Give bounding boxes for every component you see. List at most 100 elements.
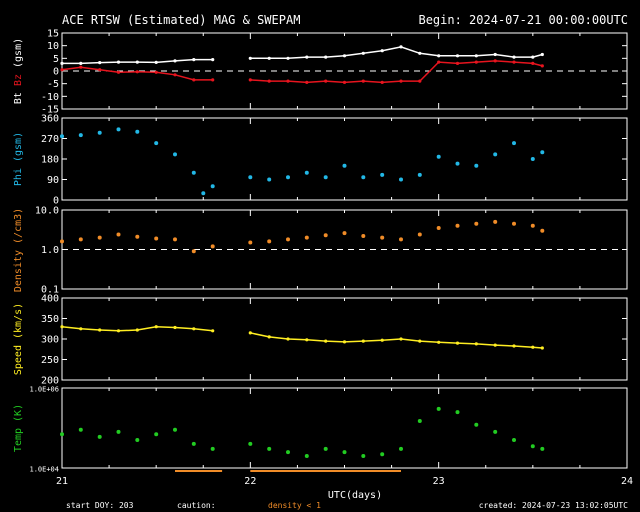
density-series-density-point <box>342 231 347 236</box>
phi-ytick-label: 180 <box>41 155 59 166</box>
phi-series-phi <box>60 127 545 196</box>
temp-series-temp-point <box>342 450 347 455</box>
mag-series-bt-point <box>154 60 158 64</box>
speed-series-speed-point <box>455 341 460 345</box>
temp-series-temp-point <box>286 450 290 455</box>
speed-series-speed-point <box>305 338 309 342</box>
xtick-label: 23 <box>433 476 445 487</box>
speed-series-speed-point <box>474 342 478 346</box>
mag-series-bt-point <box>540 52 544 57</box>
mag-series-bz-point <box>116 70 121 74</box>
temp-series-temp-point <box>361 454 366 458</box>
speed-series-speed-point <box>192 327 196 331</box>
density-series-density-point <box>474 221 479 226</box>
density-series-density-point <box>78 237 83 242</box>
mag-series-bz-point <box>60 68 64 72</box>
density-caution-note: density < 1 <box>268 501 321 510</box>
density-ytick-label: 10.0 <box>35 206 59 217</box>
speed-series-speed-point <box>173 325 177 330</box>
temp-series-temp-point <box>154 432 159 437</box>
phi-series-phi-point <box>512 141 516 146</box>
mag-series-bt-point <box>79 61 83 65</box>
speed-series-speed-point <box>116 329 121 333</box>
temp-series-temp-point <box>474 422 479 427</box>
mag-series-bz-point <box>267 79 271 83</box>
density-series-density-point <box>417 232 422 237</box>
mag-series-bt-point <box>324 55 328 59</box>
mag-series-bt-point <box>342 54 347 58</box>
speed-series-speed-point <box>60 325 64 329</box>
mag-series-bt-point <box>116 60 121 64</box>
phi-series-phi-point <box>323 175 328 180</box>
density-series-density-point <box>530 223 535 228</box>
mag-series-bz-point <box>540 64 544 68</box>
caution-interval-bar <box>250 470 401 472</box>
phi-ylabel: Phi (gsm) <box>13 132 24 186</box>
caution-label: caution: <box>177 501 216 510</box>
temp-series-temp-point <box>267 446 272 451</box>
bt-label: Bt <box>13 92 24 104</box>
mag-series-bz-point <box>531 61 535 65</box>
temp-series-temp <box>60 406 545 458</box>
mag-series-bt-point <box>192 58 196 62</box>
mag-series-bt-point <box>493 52 497 57</box>
temp-series-temp-point <box>399 446 403 451</box>
temp-series-temp-point <box>304 454 309 458</box>
mag-ytick-label: -5 <box>47 79 59 90</box>
density-series-density-point <box>399 237 403 242</box>
mag-ytick-label: 15 <box>47 29 59 40</box>
mag-series-bt-point <box>305 55 309 59</box>
density-series-density-point <box>540 228 545 233</box>
mag-ytick-label: 5 <box>53 54 59 65</box>
density-series-density-point <box>455 223 460 228</box>
bz-label: Bz <box>13 74 24 86</box>
temp-series-temp-point <box>436 406 441 411</box>
begin-time: Begin: 2024-07-21 00:00:00UTC <box>418 13 628 27</box>
phi-series-phi-point <box>97 130 102 135</box>
speed-series-speed-point <box>248 331 252 335</box>
mag-series-bz-point <box>455 61 460 65</box>
density-series-density-point <box>267 239 272 244</box>
mag-series-bt-point <box>98 61 102 65</box>
temp-series-temp-point <box>173 427 177 432</box>
mag-series-bt-point <box>211 58 215 62</box>
temp-series-temp-point <box>530 444 535 449</box>
phi-ytick-label: 90 <box>47 175 59 186</box>
phi-series-phi-point <box>210 184 215 189</box>
mag-ytick-label: -10 <box>41 92 59 103</box>
speed-series-speed-point <box>267 335 271 339</box>
temp-ylabel: Temp (K) <box>13 404 24 452</box>
mag-ytick-label: 0 <box>53 67 59 78</box>
density-series-density-point <box>97 235 102 240</box>
mag-series-bt-point <box>380 49 384 53</box>
mag-series-bz <box>60 59 544 84</box>
mag-series-bz-point <box>361 79 365 83</box>
density-series-density-point <box>380 235 385 240</box>
speed-ytick-label: 200 <box>41 376 59 387</box>
density-series-density-point <box>191 249 196 254</box>
mag-series-bz-point <box>380 80 384 84</box>
phi-series-phi-point <box>493 152 498 157</box>
phi-series-phi-point <box>417 172 422 177</box>
phi-series-phi-point <box>399 177 403 182</box>
mag-series-bt-point <box>474 54 478 58</box>
mag-series-bz-point <box>173 73 177 77</box>
mag-series-bz-point <box>286 79 290 83</box>
speed-series-speed-point <box>324 339 328 343</box>
density-ytick-label: 1.0 <box>41 245 59 256</box>
phi-series-phi-point <box>173 152 177 157</box>
speed-series-speed-point <box>154 325 158 329</box>
temp-series-temp-point <box>97 434 102 439</box>
temp-ytick-label: 1.0E+06 <box>29 386 59 394</box>
mag-series-bt-point <box>361 51 365 55</box>
mag-series-bt-point <box>418 51 422 55</box>
density-series-density-point <box>304 235 309 240</box>
mag-series-bt-point <box>531 55 535 59</box>
mag-ytick-label: -15 <box>41 105 59 116</box>
temp-series-temp-point <box>417 419 422 423</box>
mag-series-bz-point <box>79 65 83 69</box>
mag-series-bt-point <box>173 59 177 63</box>
phi-series-phi-point <box>530 157 535 161</box>
density-series-density-point <box>154 236 159 241</box>
